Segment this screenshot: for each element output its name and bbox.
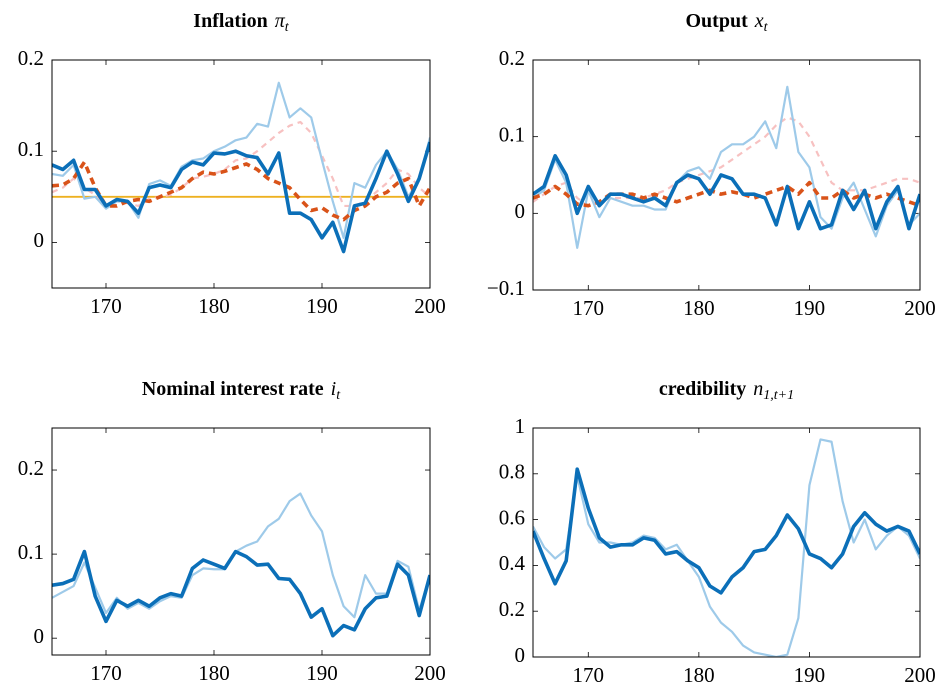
- y-tick-label: 0.1: [18, 137, 44, 161]
- title-sub: t: [336, 388, 341, 403]
- chart-title: Inflation πt: [193, 10, 290, 36]
- x-tick-label: 180: [683, 296, 715, 320]
- x-tick-label: 170: [573, 663, 605, 686]
- x-tick-label: 190: [794, 663, 826, 686]
- subplot: Inflation πt 0 0.1 0.2 170 180 190 200: [18, 10, 446, 318]
- subplot: Nominal interest rate it 0 0.1 0.2 170 180 190 2…: [18, 378, 446, 685]
- y-tick-label: 0.6: [499, 505, 525, 529]
- x-tick-label: 200: [414, 294, 446, 318]
- title-math: π: [275, 10, 286, 32]
- axes-frame: [532, 427, 921, 658]
- x-tick-label: 190: [794, 296, 826, 320]
- x-tick-label: 180: [683, 663, 715, 686]
- y-tick-label: 0.2: [499, 46, 525, 70]
- y-tick-label: 0.2: [18, 46, 44, 70]
- y-tick-label: 0.4: [499, 551, 526, 575]
- series-line: [533, 85, 920, 249]
- x-tick-label: 180: [198, 294, 230, 318]
- title-text: Output: [685, 10, 748, 32]
- chart-title: credibility n1,t+1: [659, 378, 794, 404]
- x-tick-label: 200: [904, 296, 936, 320]
- subplot: credibility n1,t+1 0 0.2 0.4 0.6 0.8 1 170 180 190…: [499, 378, 936, 686]
- y-tick-label: 0: [515, 643, 526, 667]
- axes-frame: [51, 427, 431, 656]
- subplot: Output xt −0.1 0 0.1 0.2 170 180 190 200: [487, 10, 936, 320]
- y-tick-label: 0.8: [499, 460, 525, 484]
- title-text: credibility: [659, 378, 746, 400]
- series-line: [533, 467, 920, 595]
- title-text: Inflation: [193, 10, 267, 32]
- title-math: i: [331, 378, 337, 400]
- series-line: [533, 438, 920, 657]
- axes-frame: [51, 59, 431, 289]
- title-text: Nominal interest rate: [142, 378, 324, 400]
- x-tick-label: 200: [414, 661, 446, 685]
- x-tick-label: 170: [573, 296, 605, 320]
- axes-frame: [532, 59, 921, 291]
- y-tick-label: 0.2: [18, 456, 44, 480]
- y-tick-label: 1: [515, 414, 526, 438]
- title-math: n: [753, 378, 763, 400]
- series-line: [52, 549, 430, 638]
- series-line: [533, 154, 920, 231]
- y-tick-label: 0: [34, 624, 45, 648]
- title-math: x: [754, 10, 764, 32]
- chart-title: Nominal interest rate it: [142, 378, 341, 404]
- y-tick-label: −0.1: [487, 276, 525, 300]
- title-sub: t: [285, 20, 290, 35]
- chart-title: Output xt: [685, 10, 768, 36]
- x-tick-label: 200: [904, 663, 936, 686]
- y-tick-label: 0.1: [499, 122, 525, 146]
- x-tick-label: 180: [198, 661, 230, 685]
- series-line: [52, 120, 430, 208]
- y-tick-label: 0.2: [499, 597, 525, 621]
- x-tick-label: 170: [90, 294, 122, 318]
- y-tick-label: 0: [34, 228, 45, 252]
- series-line: [52, 160, 430, 222]
- x-tick-label: 190: [306, 294, 338, 318]
- title-sub: t: [764, 20, 769, 35]
- y-tick-label: 0: [515, 199, 526, 223]
- series-line: [52, 81, 430, 239]
- x-tick-label: 190: [306, 661, 338, 685]
- series-line: [52, 141, 430, 254]
- title-sub: 1,t+1: [763, 388, 794, 403]
- x-tick-label: 170: [90, 661, 122, 685]
- y-tick-label: 0.1: [18, 540, 44, 564]
